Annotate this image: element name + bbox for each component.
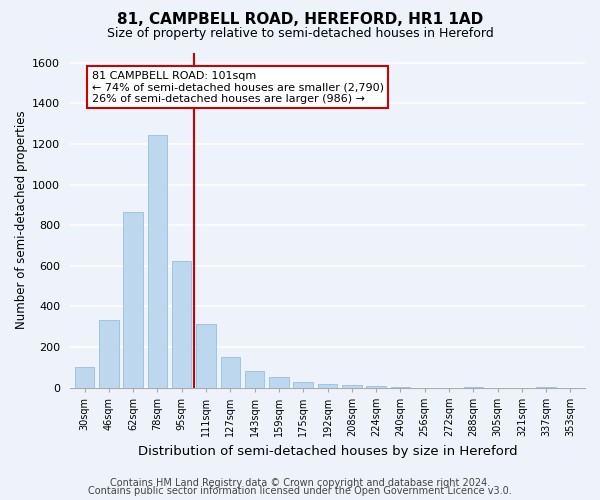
- Text: Size of property relative to semi-detached houses in Hereford: Size of property relative to semi-detach…: [107, 28, 493, 40]
- Bar: [464, 386, 483, 388]
- Bar: [148, 135, 167, 388]
- Bar: [391, 386, 410, 388]
- X-axis label: Distribution of semi-detached houses by size in Hereford: Distribution of semi-detached houses by …: [137, 444, 517, 458]
- Y-axis label: Number of semi-detached properties: Number of semi-detached properties: [15, 111, 28, 330]
- Bar: [245, 372, 265, 388]
- Bar: [293, 382, 313, 388]
- Bar: [99, 320, 119, 388]
- Text: Contains HM Land Registry data © Crown copyright and database right 2024.: Contains HM Land Registry data © Crown c…: [110, 478, 490, 488]
- Bar: [367, 386, 386, 388]
- Bar: [536, 386, 556, 388]
- Bar: [342, 384, 362, 388]
- Bar: [124, 212, 143, 388]
- Bar: [221, 357, 240, 388]
- Bar: [318, 384, 337, 388]
- Bar: [172, 260, 191, 388]
- Bar: [269, 378, 289, 388]
- Bar: [75, 368, 94, 388]
- Text: Contains public sector information licensed under the Open Government Licence v3: Contains public sector information licen…: [88, 486, 512, 496]
- Text: 81, CAMPBELL ROAD, HEREFORD, HR1 1AD: 81, CAMPBELL ROAD, HEREFORD, HR1 1AD: [117, 12, 483, 28]
- Bar: [196, 324, 216, 388]
- Text: 81 CAMPBELL ROAD: 101sqm
← 74% of semi-detached houses are smaller (2,790)
26% o: 81 CAMPBELL ROAD: 101sqm ← 74% of semi-d…: [92, 71, 384, 104]
